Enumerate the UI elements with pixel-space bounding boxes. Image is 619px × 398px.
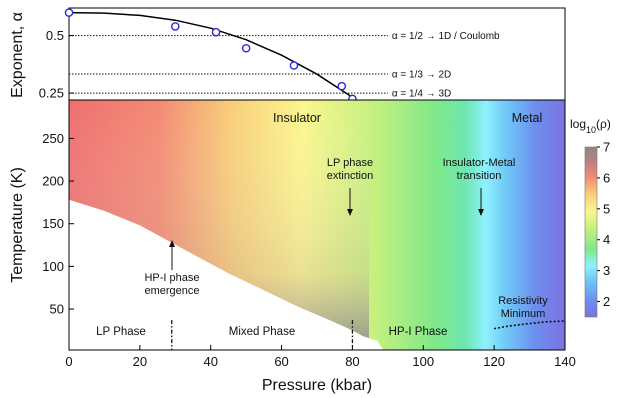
exponent-point: [64, 8, 74, 17]
hp-phase-label: HP-I Phase: [389, 326, 448, 338]
metal-label: Metal: [512, 111, 543, 125]
colorbar-tick-label: 4: [603, 232, 610, 247]
reference-label: α = 1/3 → 2D: [392, 70, 451, 81]
y-tick-label: 250: [42, 131, 64, 146]
colorbar-gradient: [584, 146, 598, 318]
colorbar: 2 3 4 5 6 7 log10(ρ): [570, 117, 611, 318]
y-tick-label: 100: [42, 259, 64, 274]
top-plot-frame: [68, 7, 566, 101]
colorbar-tick-label: 7: [603, 140, 610, 155]
no-data-region: [69, 199, 385, 350]
heatmap-panel: 0 20 40 60 80 100 120 140 50 100 150 200 250 Temper…: [9, 99, 576, 394]
exponent-point: [170, 22, 180, 31]
resistivity-minimum-label: Resistivity Minimum: [498, 295, 548, 320]
top-y-tick-label: 0.25: [39, 86, 64, 101]
y-tick-label: 200: [42, 174, 64, 189]
lp-extinction-arrowhead: [347, 209, 353, 216]
x-tick-label: 120: [483, 354, 505, 369]
x-tick-label: 60: [274, 354, 288, 369]
x-tick-label: 80: [345, 354, 359, 369]
hp-emergence-arrowhead: [169, 240, 175, 247]
x-axis-ticks: 0 20 40 60 80 100 120 140: [65, 345, 576, 369]
lp-phase-label: LP Phase: [96, 326, 146, 338]
x-tick-label: 140: [554, 354, 576, 369]
lp-extinction-label: LP phase extinction: [327, 157, 373, 182]
exponent-point: [241, 43, 251, 53]
y-tick-label: 150: [42, 216, 64, 231]
bottom-y-axis-label: Temperature (K): [9, 167, 26, 283]
top-y-tick-label: 0.5: [46, 28, 64, 43]
x-tick-label: 40: [203, 354, 217, 369]
reference-lines: α = 1/2 → 1D / Coulomb α = 1/3 → 2D α = 1/…: [69, 31, 500, 100]
colorbar-ticks: 2 3 4 5 6 7: [597, 140, 610, 309]
x-tick-label: 0: [65, 354, 72, 369]
bottom-plot-frame: [68, 99, 566, 351]
reference-label: α = 1/2 → 1D / Coulomb: [392, 31, 500, 42]
y-axis-ticks: 50 100 150 200 250: [42, 131, 74, 317]
colorbar-tick-label: 3: [603, 263, 610, 278]
hp-emergence-label: HP-I phase emergence: [144, 272, 199, 297]
exponent-point: [337, 81, 347, 91]
top-y-ticks: 0.25 0.5: [39, 28, 74, 101]
exponent-points: [64, 8, 357, 104]
insulator-label: Insulator: [273, 111, 321, 125]
reference-label: α = 1/4 → 3D: [392, 89, 451, 100]
colorbar-tick-label: 6: [603, 170, 610, 185]
top-y-axis-label: Exponent, α: [9, 12, 26, 98]
x-tick-label: 100: [412, 354, 434, 369]
y-tick-label: 50: [50, 302, 64, 317]
x-tick-label: 20: [133, 354, 147, 369]
colorbar-tick-label: 2: [603, 294, 610, 309]
im-transition-label: Insulator-Metal transition: [443, 157, 516, 182]
mixed-phase-label: Mixed Phase: [229, 326, 295, 338]
resistivity-minimum-line: [493, 320, 566, 330]
fit-curve: [68, 11, 353, 98]
im-transition-arrowhead: [478, 209, 484, 216]
exponent-point: [289, 61, 299, 70]
x-axis-label: Pressure (kbar): [262, 377, 372, 394]
colorbar-label: log10(ρ): [570, 117, 611, 135]
exponent-point: [211, 27, 221, 37]
exponent-panel: α = 1/2 → 1D / Coulomb α = 1/3 → 2D α = 1/…: [9, 7, 566, 104]
colorbar-tick-label: 5: [603, 201, 610, 216]
